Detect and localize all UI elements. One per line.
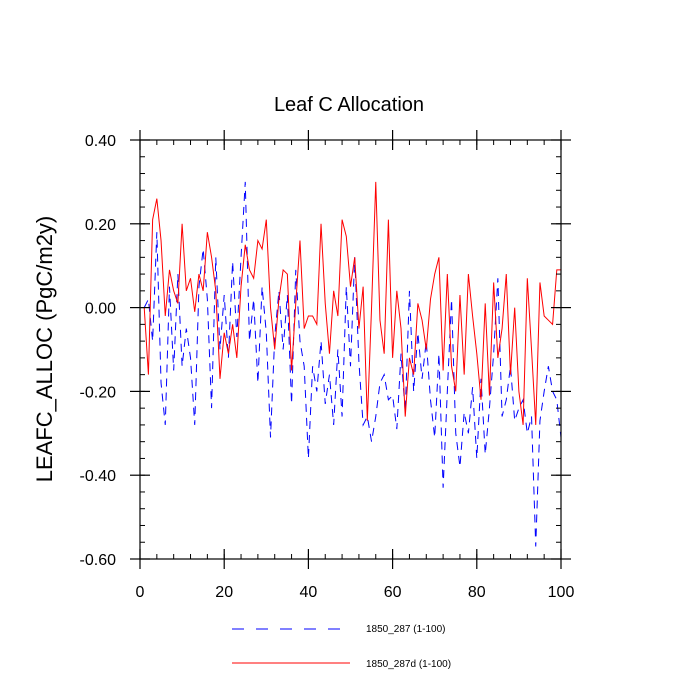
legend-label-1850-287: 1850_287 (1-100) xyxy=(366,624,446,635)
y-tick-label: -0.60 xyxy=(80,552,117,569)
x-tick-label: 20 xyxy=(215,584,233,601)
series-line-1 xyxy=(143,181,561,425)
y-tick-label: 0.20 xyxy=(85,217,116,234)
chart-title: Leaf C Allocation xyxy=(274,94,424,116)
legend-label-1850-287d: 1850_287d (1-100) xyxy=(366,659,451,670)
plot-area: 0 20 40 60 80 100 -0.60 -0.40 -0.20 0.00 0.20 0.40 xyxy=(80,130,575,601)
y-tick-label: 0.00 xyxy=(85,301,116,318)
legend: 1850_287 (1-100) 1850_287d (1-100) xyxy=(232,624,451,670)
x-tick-label: 40 xyxy=(300,584,318,601)
x-tick-label: 80 xyxy=(468,584,486,601)
plot-frame xyxy=(139,139,562,560)
x-tick-label: 60 xyxy=(384,584,402,601)
x-tick-label: 0 xyxy=(136,584,145,601)
y-tick-label: 0.40 xyxy=(85,133,116,150)
y-axis-label: LEAFC_ALLOC (PgC/m2y) xyxy=(32,216,57,483)
y-tick-label: -0.20 xyxy=(80,384,117,401)
series-line-0 xyxy=(143,181,562,547)
y-tick-label: -0.40 xyxy=(80,468,117,485)
x-tick-label: 100 xyxy=(548,584,575,601)
